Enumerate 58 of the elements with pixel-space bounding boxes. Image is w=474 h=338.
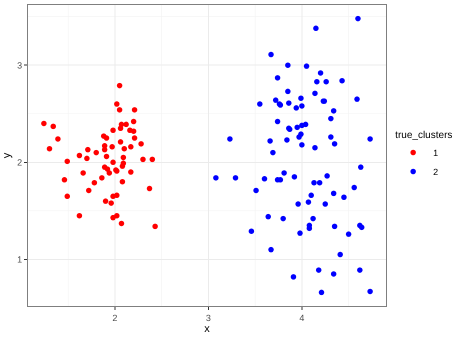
point (80, 170, 86, 176)
point (99, 175, 105, 181)
x-tick-label: 3 (206, 312, 211, 323)
point (122, 146, 128, 152)
legend-label: 1 (433, 148, 438, 158)
point (123, 122, 129, 128)
point (62, 177, 68, 183)
point (120, 178, 126, 184)
point (150, 156, 156, 162)
point (104, 154, 110, 160)
point (128, 169, 134, 175)
y-tick-label: 3 (17, 60, 22, 70)
point (106, 170, 112, 176)
point (130, 118, 136, 124)
x-axis-title: x (204, 323, 210, 335)
point (132, 107, 138, 113)
point (118, 220, 124, 226)
point (130, 128, 136, 134)
point (118, 139, 124, 145)
point (41, 120, 47, 126)
point (128, 144, 134, 150)
point (85, 146, 91, 152)
point (140, 156, 146, 162)
point (64, 194, 70, 200)
point (138, 141, 144, 147)
point (84, 156, 90, 162)
point (114, 192, 120, 198)
y-tick-label: 2 (17, 157, 22, 168)
point (114, 101, 120, 107)
x-tick-label: 2 (112, 312, 118, 323)
point (46, 146, 52, 152)
point (108, 200, 114, 206)
point (146, 186, 152, 192)
point (76, 152, 82, 158)
legend-label: 2 (433, 167, 438, 178)
point (120, 154, 126, 160)
point (104, 135, 110, 141)
point (109, 144, 115, 150)
point (93, 150, 99, 156)
point (110, 160, 116, 166)
legend-title: true_clusters (395, 130, 452, 141)
point (50, 124, 56, 130)
point (114, 212, 120, 218)
point (76, 212, 82, 218)
point (102, 198, 108, 204)
point (116, 82, 122, 88)
point (110, 128, 116, 133)
x-tick-label: 4 (299, 312, 304, 323)
point (92, 180, 98, 186)
point (118, 122, 124, 128)
point (64, 158, 70, 164)
point (152, 224, 158, 230)
point (132, 135, 138, 141)
point (116, 107, 122, 113)
y-tick-label: 1 (17, 254, 22, 265)
point (55, 136, 61, 142)
y-axis-title: y (0, 152, 13, 158)
point (86, 188, 92, 194)
